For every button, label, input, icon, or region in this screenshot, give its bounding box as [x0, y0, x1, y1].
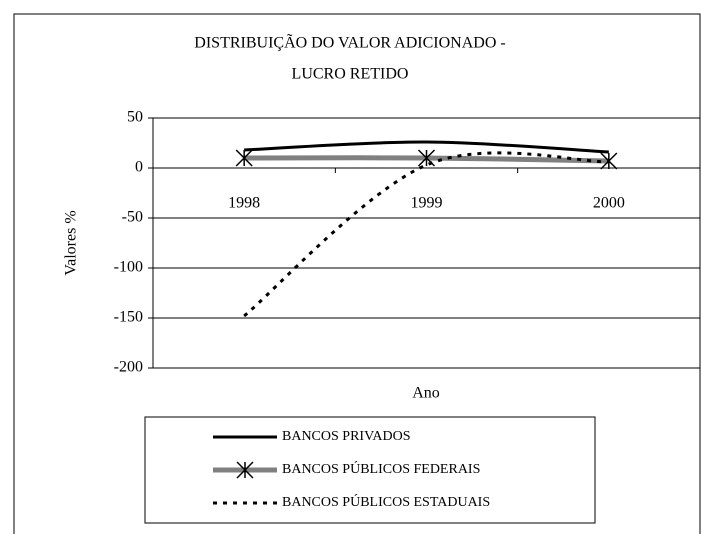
y-tick-label: -50: [122, 209, 143, 226]
x-axis-label: Ano: [412, 385, 440, 402]
y-tick-label: -150: [114, 309, 143, 326]
series-marker: [235, 149, 253, 167]
x-tick-label: 1998: [228, 195, 260, 212]
x-tick-label: 2000: [593, 195, 625, 212]
y-tick-label: 50: [127, 109, 143, 126]
legend-label: BANCOS PÚBLICOS ESTADUAIS: [282, 493, 490, 510]
y-tick-label: -100: [114, 259, 143, 276]
legend-label: BANCOS PRIVADOS: [282, 429, 411, 444]
y-tick-label: 0: [135, 159, 143, 176]
series-marker: [600, 152, 618, 170]
chart-title: DISTRIBUIÇÃO DO VALOR ADICIONADO -: [194, 34, 505, 52]
y-tick-label: -200: [114, 359, 143, 376]
legend-marker: [236, 461, 254, 479]
chart-title: LUCRO RETIDO: [292, 66, 409, 83]
x-tick-label: 1999: [411, 195, 443, 212]
y-axis-label: Valores %: [63, 210, 80, 275]
series-line: [244, 140, 609, 154]
legend-label: BANCOS PÚBLICOS FEDERAIS: [282, 460, 480, 477]
